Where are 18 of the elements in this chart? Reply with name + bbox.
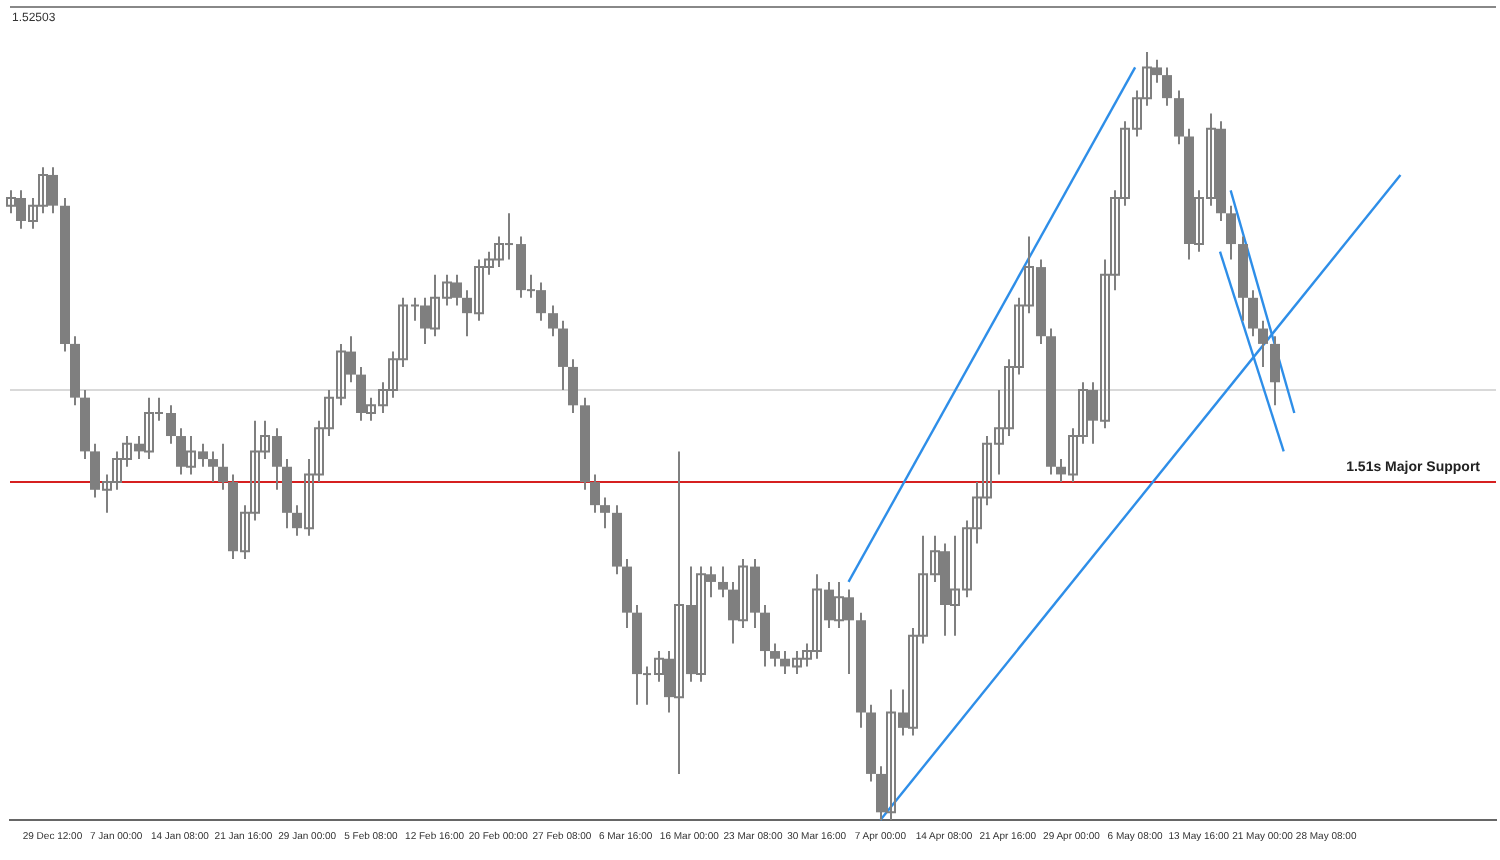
candlestick: [1270, 335, 1280, 407]
candlestick: [1258, 319, 1268, 368]
candlestick: [1248, 289, 1258, 338]
candlestick: [622, 557, 632, 630]
candlestick: [600, 496, 610, 530]
candlestick: [282, 458, 292, 530]
candlestick: [208, 450, 218, 484]
candlestick: [590, 473, 600, 514]
candlestick: [1162, 66, 1172, 107]
candlestick: [558, 319, 568, 391]
candlestick: [770, 642, 780, 668]
candlestick: [548, 304, 558, 338]
candlestick: [1174, 89, 1184, 146]
candlestick: [760, 603, 770, 668]
candlestick: [218, 442, 228, 491]
candlestick: [568, 358, 578, 414]
candlestick: [718, 565, 728, 599]
candlestick: [1226, 204, 1236, 261]
